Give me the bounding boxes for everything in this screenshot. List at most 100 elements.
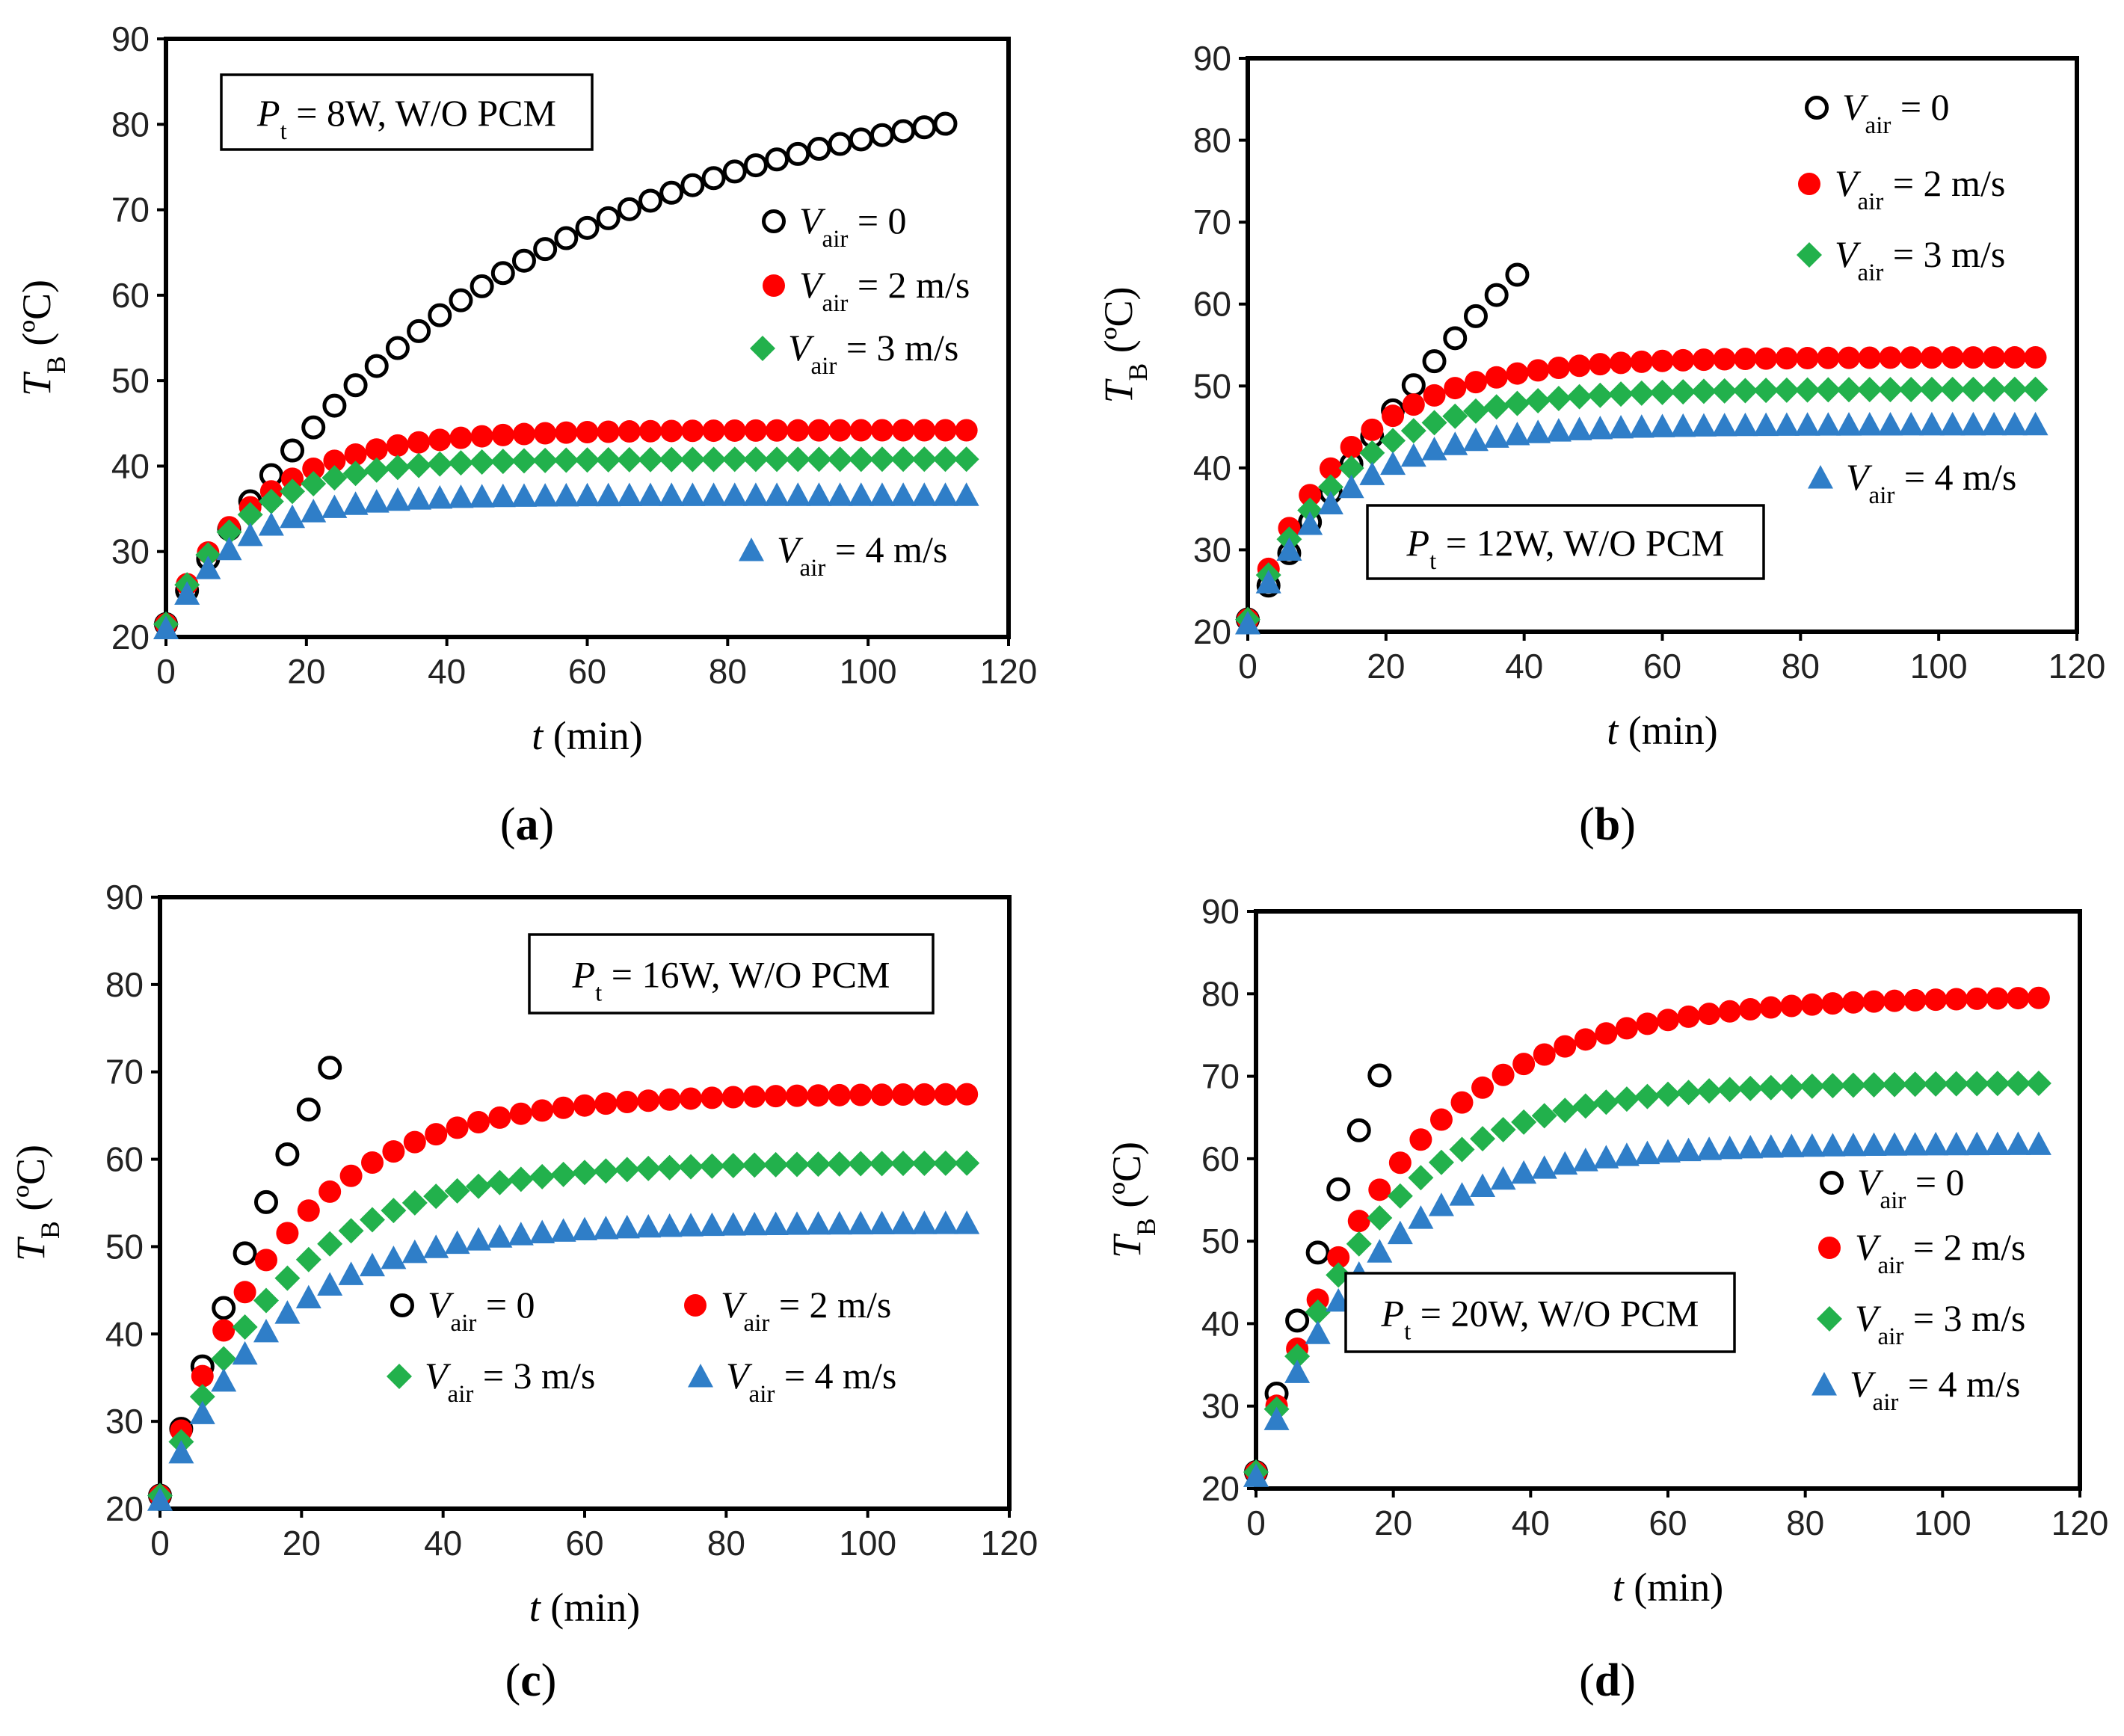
data-point: [1346, 1231, 1372, 1257]
data-point: [1380, 428, 1406, 454]
data-point: [1711, 413, 1737, 437]
x-tick-label: 100: [839, 1524, 896, 1563]
data-point: [295, 1284, 321, 1309]
annotation-box: [528, 933, 935, 1015]
data-point: [382, 1140, 405, 1163]
data-point: [637, 1089, 660, 1112]
data-point: [1796, 347, 1819, 370]
y-tick-label: 90: [1201, 892, 1240, 931]
data-point: [1326, 1177, 1351, 1201]
data-point: [1713, 348, 1736, 371]
data-point: [595, 482, 621, 507]
data-point: [212, 1319, 236, 1342]
data-point: [301, 470, 327, 496]
data-point: [1753, 412, 1779, 437]
data-point: [401, 1239, 428, 1263]
data-point: [491, 423, 514, 446]
data-point: [191, 1364, 214, 1388]
data-point: [1285, 1308, 1310, 1333]
data-point: [614, 1214, 640, 1239]
data-point: [635, 1155, 662, 1181]
y-tick-label: 90: [1193, 39, 1231, 78]
data-point: [509, 1102, 532, 1125]
data-point: [2024, 346, 2047, 369]
data-point: [302, 458, 325, 481]
y-tick-label: 60: [1201, 1139, 1240, 1178]
data-point: [934, 1083, 957, 1106]
data-point: [1319, 457, 1342, 480]
legend-marker: [1818, 1237, 1841, 1259]
data-point: [1634, 1083, 1660, 1109]
data-point: [1235, 611, 1260, 635]
data-point: [2022, 376, 2048, 402]
series-1: [1245, 986, 2050, 1483]
data-point: [828, 1083, 851, 1106]
data-point: [232, 1314, 258, 1341]
data-point: [1711, 378, 1737, 404]
data-point: [1284, 1343, 1311, 1370]
x-axis-label: t (min): [1613, 1565, 1724, 1610]
data-point: [1299, 484, 1322, 507]
data-point: [1840, 1132, 1866, 1157]
data-point: [1898, 411, 1924, 436]
x-tick-label: 120: [981, 1524, 1038, 1563]
data-point: [614, 1157, 640, 1183]
y-axis-label: TB (ºC): [14, 280, 71, 396]
legend-label: Vair = 3 m/s: [1835, 233, 2005, 286]
y-tick-label: 60: [105, 1140, 144, 1179]
data-point: [1400, 443, 1426, 467]
data-point: [1983, 346, 2006, 369]
data-point: [153, 615, 179, 640]
data-point: [848, 1151, 874, 1177]
data-point: [385, 336, 410, 360]
data-point: [869, 446, 895, 473]
data-point: [932, 1150, 958, 1176]
data-point: [360, 1252, 385, 1277]
data-point: [1462, 398, 1489, 424]
legend-marker: [1811, 1372, 1837, 1396]
series-2: [147, 1150, 980, 1509]
data-point: [1780, 994, 1803, 1018]
data-point: [806, 446, 832, 473]
data-point: [678, 1154, 704, 1180]
data-point: [743, 1085, 766, 1108]
data-point: [255, 1249, 277, 1272]
data-point: [532, 447, 558, 473]
data-point: [1483, 394, 1509, 420]
data-point: [828, 419, 852, 442]
data-point: [1463, 304, 1488, 328]
data-point: [764, 1085, 787, 1108]
data-point: [1568, 354, 1591, 378]
data-point: [1382, 404, 1405, 428]
y-tick-label: 50: [1193, 366, 1231, 405]
x-tick-label: 0: [1238, 647, 1258, 686]
data-point: [911, 482, 938, 506]
data-point: [253, 1287, 279, 1314]
x-tick-label: 20: [1374, 1503, 1412, 1542]
series-1: [149, 1083, 979, 1507]
y-axis-label: TB (ºC): [8, 1145, 65, 1261]
y-tick-label: 50: [1201, 1222, 1240, 1261]
data-point: [1388, 1151, 1412, 1175]
data-point: [1340, 436, 1363, 459]
data-point: [1400, 418, 1426, 444]
data-point: [237, 502, 263, 528]
data-point: [787, 419, 810, 442]
data-point: [656, 1213, 683, 1237]
data-point: [1675, 1080, 1702, 1106]
data-point: [1918, 411, 1945, 436]
x-tick-label: 40: [1505, 647, 1543, 686]
data-point: [869, 1210, 895, 1234]
data-point: [1883, 989, 1906, 1012]
data-point: [253, 1318, 279, 1343]
data-point: [593, 1158, 619, 1184]
data-point: [508, 1222, 534, 1246]
legend-label: Vair = 2 m/s: [1835, 162, 2005, 215]
data-point: [1692, 348, 1715, 372]
data-point: [805, 1151, 831, 1178]
data-point: [913, 1083, 936, 1106]
data-point: [1739, 997, 1762, 1021]
data-point: [1367, 1063, 1392, 1088]
data-point: [317, 1231, 343, 1257]
